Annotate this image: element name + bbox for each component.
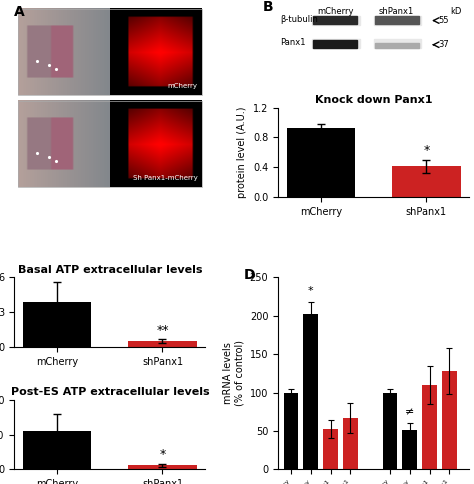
- Y-axis label: protein level (A.U.): protein level (A.U.): [237, 106, 247, 198]
- Text: mCherry: mCherry: [168, 83, 198, 90]
- Text: mCherry: mCherry: [317, 7, 354, 15]
- Bar: [303, 314, 318, 469]
- Bar: [18, 101, 201, 187]
- Bar: [442, 371, 457, 469]
- Bar: [392, 166, 461, 197]
- Title: Knock down Panx1: Knock down Panx1: [315, 95, 432, 106]
- Title: Basal ATP extracellular levels: Basal ATP extracellular levels: [18, 265, 202, 275]
- Text: D: D: [244, 268, 255, 282]
- Text: **: **: [156, 324, 169, 337]
- Bar: [312, 16, 360, 25]
- Text: Panx1: Panx1: [280, 38, 305, 47]
- Bar: [343, 418, 358, 469]
- Bar: [313, 40, 357, 48]
- Text: B: B: [263, 0, 273, 14]
- Text: ≠: ≠: [405, 407, 414, 417]
- Text: *: *: [159, 449, 165, 461]
- Bar: [283, 393, 298, 469]
- Text: 37: 37: [438, 40, 449, 49]
- Bar: [323, 429, 338, 469]
- Bar: [374, 16, 419, 25]
- Bar: [128, 341, 197, 348]
- Bar: [402, 429, 417, 469]
- Bar: [128, 465, 197, 469]
- Text: kD: kD: [450, 7, 462, 15]
- Bar: [422, 385, 437, 469]
- Bar: [313, 16, 357, 25]
- Text: *: *: [308, 286, 314, 296]
- Bar: [383, 393, 397, 469]
- Y-axis label: mRNA levels
(% of control): mRNA levels (% of control): [223, 340, 244, 407]
- Text: A: A: [14, 5, 25, 19]
- Text: β-tubulin: β-tubulin: [280, 15, 318, 24]
- Text: Sh Panx1-mCherry: Sh Panx1-mCherry: [133, 176, 198, 182]
- Bar: [23, 302, 91, 348]
- Text: shPanx1: shPanx1: [379, 7, 414, 15]
- Bar: [18, 9, 201, 95]
- Bar: [287, 128, 355, 197]
- Bar: [374, 16, 421, 25]
- Bar: [23, 431, 91, 469]
- Bar: [374, 43, 419, 48]
- Text: 55: 55: [438, 16, 449, 25]
- Title: Post-ES ATP extracellular levels: Post-ES ATP extracellular levels: [10, 388, 209, 397]
- Bar: [374, 39, 421, 48]
- Bar: [312, 39, 360, 48]
- Text: *: *: [423, 144, 429, 157]
